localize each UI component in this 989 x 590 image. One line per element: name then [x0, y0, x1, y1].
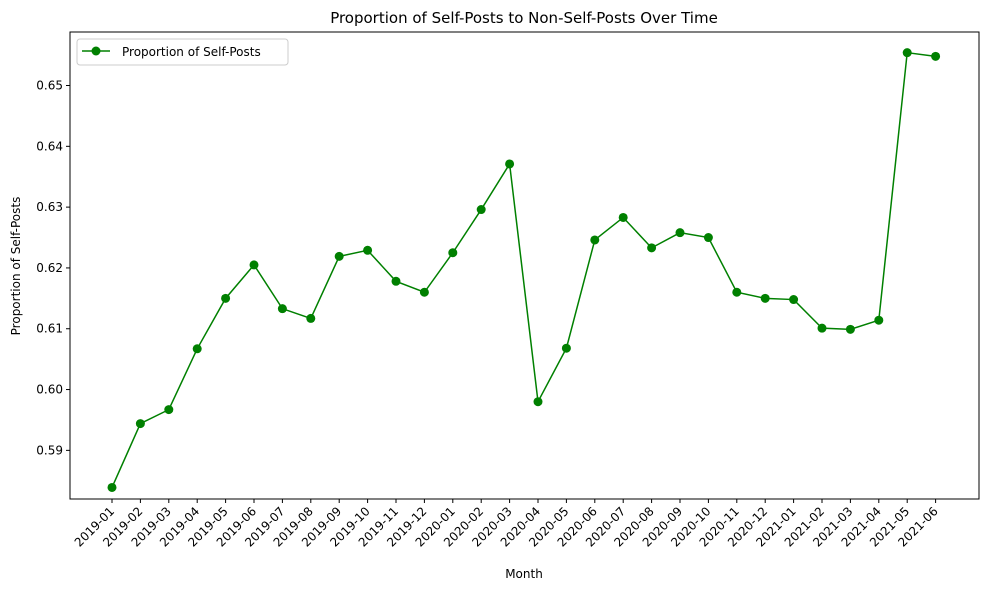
y-tick-label: 0.62	[36, 261, 63, 275]
legend-entry-label: Proportion of Self-Posts	[122, 45, 261, 59]
chart-title: Proportion of Self-Posts to Non-Self-Pos…	[330, 9, 718, 27]
series-line	[111, 51, 936, 488]
data-point-2020-09	[675, 228, 685, 238]
y-axis-label: Proportion of Self-Posts	[9, 197, 23, 336]
y-tick-label: 0.65	[36, 79, 63, 93]
legend: Proportion of Self-Posts	[76, 38, 289, 66]
data-point-2020-12	[760, 293, 770, 303]
y-tick-label: 0.60	[36, 383, 63, 397]
data-point-2021-01	[789, 295, 799, 305]
data-point-2020-07	[618, 212, 628, 222]
legend-box	[76, 38, 289, 66]
data-point-2021-03	[845, 324, 855, 334]
y-axis: 0.59 0.60 0.61 0.62 0.63 0.64 0.65	[36, 79, 70, 457]
data-point-2019-04	[192, 344, 202, 354]
data-point-2020-10	[703, 233, 713, 243]
data-point-2019-08	[306, 313, 316, 323]
data-point-2020-02	[476, 205, 486, 215]
data-point-2019-11	[391, 276, 401, 286]
data-point-2020-11	[732, 287, 742, 297]
data-point-2021-04	[874, 315, 884, 325]
data-point-2021-02	[817, 323, 827, 333]
data-point-2021-05	[902, 48, 912, 58]
data-point-2019-03	[164, 405, 174, 415]
data-point-2020-06	[590, 235, 600, 245]
data-point-2019-02	[135, 419, 145, 429]
data-point-2019-01	[107, 482, 117, 492]
data-point-2019-07	[277, 304, 287, 314]
data-point-2021-06	[931, 51, 941, 61]
data-point-2020-04	[533, 397, 543, 407]
data-point-2019-12	[419, 287, 429, 297]
legend-marker-swatch	[91, 46, 101, 56]
y-tick-label: 0.59	[36, 443, 63, 457]
y-tick-label: 0.63	[36, 200, 63, 214]
x-axis: 2019-012019-022019-032019-042019-052019-…	[72, 499, 941, 550]
x-axis-label: Month	[505, 567, 543, 581]
data-point-2019-06	[249, 260, 259, 270]
plot-area	[107, 48, 941, 492]
data-point-2020-08	[647, 243, 657, 253]
y-tick-label: 0.64	[36, 139, 63, 153]
data-point-2019-09	[334, 251, 344, 261]
data-point-2019-05	[221, 293, 231, 303]
axes-frame	[69, 31, 980, 500]
y-tick-label: 0.61	[36, 322, 63, 336]
data-point-2020-05	[561, 343, 571, 353]
data-point-2020-01	[448, 248, 458, 258]
data-point-2020-03	[505, 159, 515, 169]
data-point-2019-10	[363, 245, 373, 255]
